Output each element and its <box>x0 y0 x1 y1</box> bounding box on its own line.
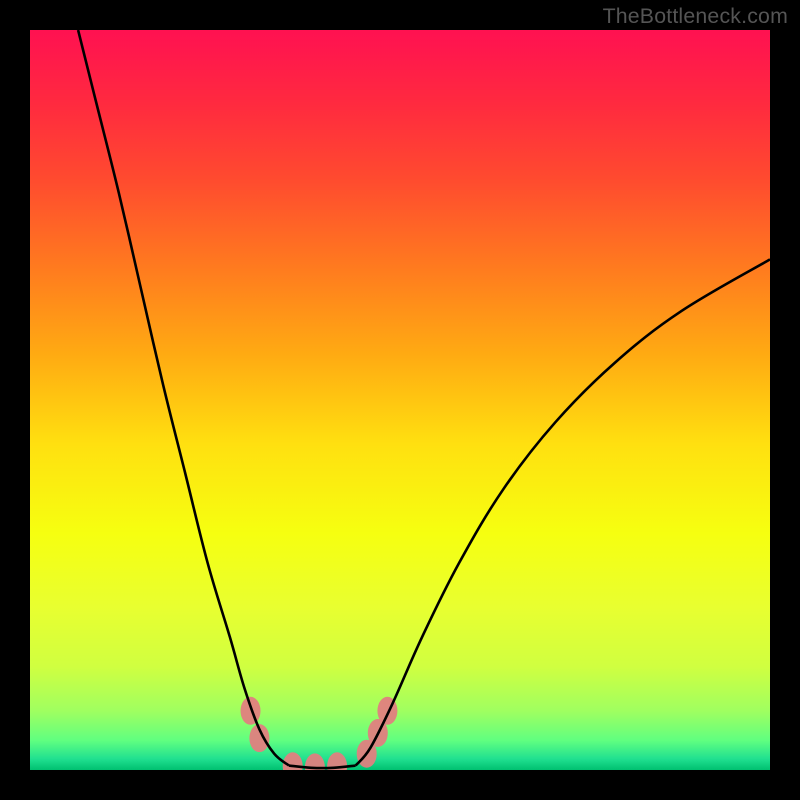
curve-markers <box>241 697 398 770</box>
watermark-text: TheBottleneck.com <box>603 4 788 29</box>
curve-marker <box>241 697 261 725</box>
chart-frame: TheBottleneck.com <box>0 0 800 800</box>
right-curve <box>356 259 770 765</box>
plot-area <box>30 30 770 770</box>
left-curve <box>78 30 289 766</box>
curve-layer <box>30 30 770 770</box>
